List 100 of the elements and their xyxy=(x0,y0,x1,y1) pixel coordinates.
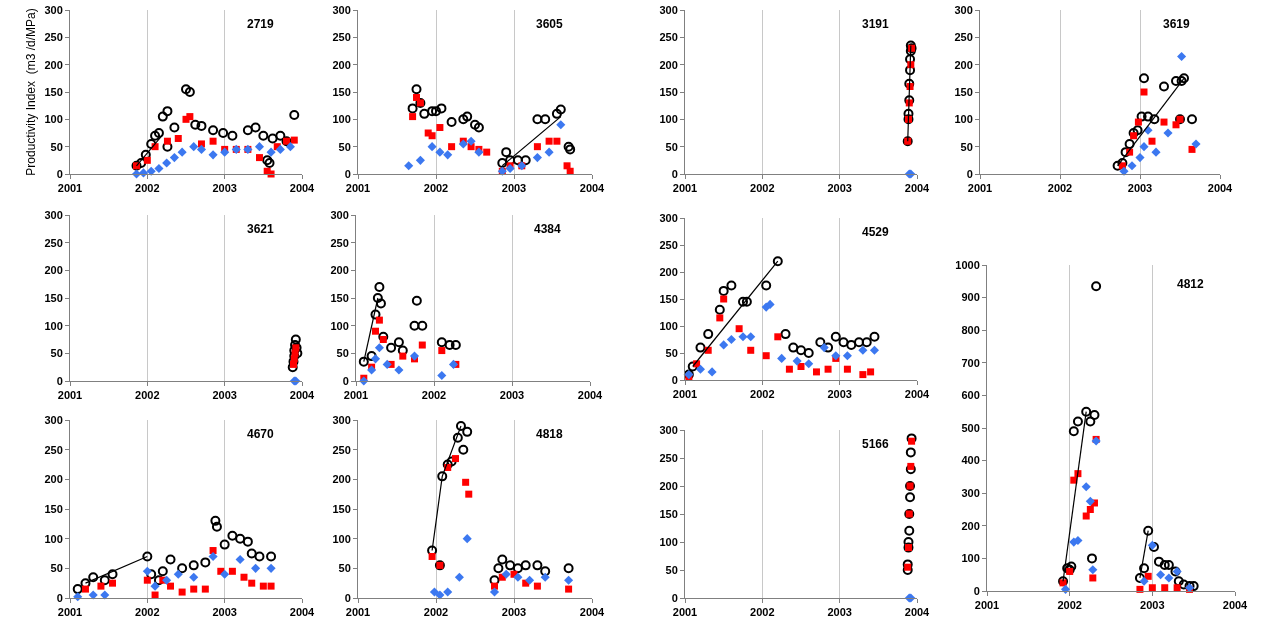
y-tick-label: 100 xyxy=(44,113,63,126)
x-tick-label: 2001 xyxy=(345,182,371,195)
x-tick-label: 2001 xyxy=(343,389,369,402)
y-tick-label: 250 xyxy=(332,443,351,456)
x-tick-label: 2004 xyxy=(904,388,931,401)
y-tick-label: 600 xyxy=(961,389,980,402)
x-tick-label: 2003 xyxy=(212,182,237,195)
y-tick-label: 100 xyxy=(659,535,678,548)
y-tick-label: 300 xyxy=(332,3,351,16)
y-tick-label: 300 xyxy=(332,413,351,426)
y-tick-label: 300 xyxy=(44,208,63,221)
y-tick-label: 0 xyxy=(344,591,351,604)
x-tick-label: 2003 xyxy=(212,606,237,619)
y-tick-label: 200 xyxy=(44,58,63,71)
y-tick-label: 0 xyxy=(56,591,63,604)
text: 3605 xyxy=(536,17,564,31)
y-tick-label: 150 xyxy=(332,85,351,98)
y-tick-label: 0 xyxy=(973,584,980,597)
x-tick-label: 2002 xyxy=(421,389,447,402)
y-tick-label: 200 xyxy=(330,264,349,277)
y-tick-label: 50 xyxy=(665,563,678,576)
y-tick-label: 0 xyxy=(342,374,349,387)
y-axis-title: Productivity Index (m3 /d/MPa) xyxy=(23,8,38,176)
y-tick-label: 50 xyxy=(665,346,678,359)
y-tick-label: 100 xyxy=(44,319,63,332)
y-tick-label: 250 xyxy=(44,31,63,44)
x-tick-label: 2001 xyxy=(967,182,993,195)
x-tick-label: 2002 xyxy=(135,606,160,619)
y-tick-label: 150 xyxy=(659,292,678,305)
y-tick-label: 300 xyxy=(954,3,973,16)
y-tick-label: 300 xyxy=(44,3,63,16)
y-tick-label: 100 xyxy=(961,552,980,565)
x-tick-label: 2001 xyxy=(974,599,1000,612)
y-tick-label: 100 xyxy=(330,319,349,332)
x-tick-label: 2001 xyxy=(672,606,698,619)
y-tick-label: 900 xyxy=(961,291,980,304)
y-tick-label: 200 xyxy=(332,473,351,486)
y-tick-label: 0 xyxy=(56,167,63,180)
y-tick-label: 400 xyxy=(961,454,980,467)
y-tick-label: 200 xyxy=(44,264,63,277)
x-tick-label: 2003 xyxy=(827,606,852,619)
x-tick-label: 2002 xyxy=(750,606,775,619)
y-tick-label: 200 xyxy=(332,58,351,71)
y-tick-label: 250 xyxy=(332,31,351,44)
x-tick-label: 2004 xyxy=(289,389,316,402)
y-tick-label: 0 xyxy=(344,167,351,180)
y-tick-label: 250 xyxy=(954,31,973,44)
y-tick-label: 100 xyxy=(659,113,678,126)
x-tick-label: 2003 xyxy=(827,182,852,195)
text: 4384 xyxy=(534,222,562,236)
text: 3621 xyxy=(247,222,275,236)
y-tick-label: 100 xyxy=(954,113,973,126)
y-tick-label: 0 xyxy=(671,167,678,180)
text: 4670 xyxy=(247,427,275,441)
x-tick-label: 2003 xyxy=(501,182,527,195)
y-tick-label: 0 xyxy=(671,373,678,386)
y-tick-label: 50 xyxy=(50,347,63,360)
text: 3191 xyxy=(862,17,890,31)
text: 4529 xyxy=(862,225,890,239)
y-tick-label: 0 xyxy=(56,374,63,387)
y-tick-label: 300 xyxy=(659,3,678,16)
y-tick-label: 100 xyxy=(332,113,351,126)
x-tick-label: 2004 xyxy=(904,182,931,195)
y-tick-label: 800 xyxy=(961,324,980,337)
x-tick-label: 2001 xyxy=(345,606,371,619)
y-tick-label: 200 xyxy=(961,519,980,532)
y-tick-label: 150 xyxy=(659,507,678,520)
y-tick-label: 200 xyxy=(659,479,678,492)
y-tick-label: 150 xyxy=(330,291,349,304)
x-tick-label: 2002 xyxy=(1047,182,1073,195)
text: 4818 xyxy=(536,427,564,441)
y-tick-label: 300 xyxy=(330,208,349,221)
y-tick-label: 250 xyxy=(44,236,63,249)
y-tick-label: 50 xyxy=(336,347,349,360)
x-tick-label: 2004 xyxy=(289,606,316,619)
x-tick-label: 2004 xyxy=(289,182,316,195)
x-tick-label: 2002 xyxy=(423,606,449,619)
y-tick-label: 200 xyxy=(659,265,678,278)
x-tick-label: 2001 xyxy=(672,388,698,401)
x-tick-label: 2002 xyxy=(750,182,775,195)
y-tick-label: 0 xyxy=(966,167,973,180)
x-tick-label: 2002 xyxy=(423,182,449,195)
y-tick-label: 250 xyxy=(659,31,678,44)
y-tick-label: 1000 xyxy=(955,258,980,271)
y-tick-label: 200 xyxy=(659,58,678,71)
x-tick-label: 2001 xyxy=(57,182,83,195)
y-tick-label: 250 xyxy=(659,451,678,464)
y-tick-label: 250 xyxy=(44,443,63,456)
x-tick-label: 2004 xyxy=(579,606,606,619)
x-tick-label: 2001 xyxy=(672,182,698,195)
text: 2719 xyxy=(247,17,275,31)
x-tick-label: 2001 xyxy=(57,606,83,619)
y-tick-label: 300 xyxy=(659,423,678,436)
y-tick-label: 150 xyxy=(44,502,63,515)
y-tick-label: 200 xyxy=(954,58,973,71)
x-tick-label: 2004 xyxy=(579,182,606,195)
x-tick-label: 2003 xyxy=(499,389,525,402)
y-tick-label: 250 xyxy=(659,238,678,251)
x-tick-label: 2003 xyxy=(212,389,237,402)
x-tick-label: 2003 xyxy=(501,606,527,619)
